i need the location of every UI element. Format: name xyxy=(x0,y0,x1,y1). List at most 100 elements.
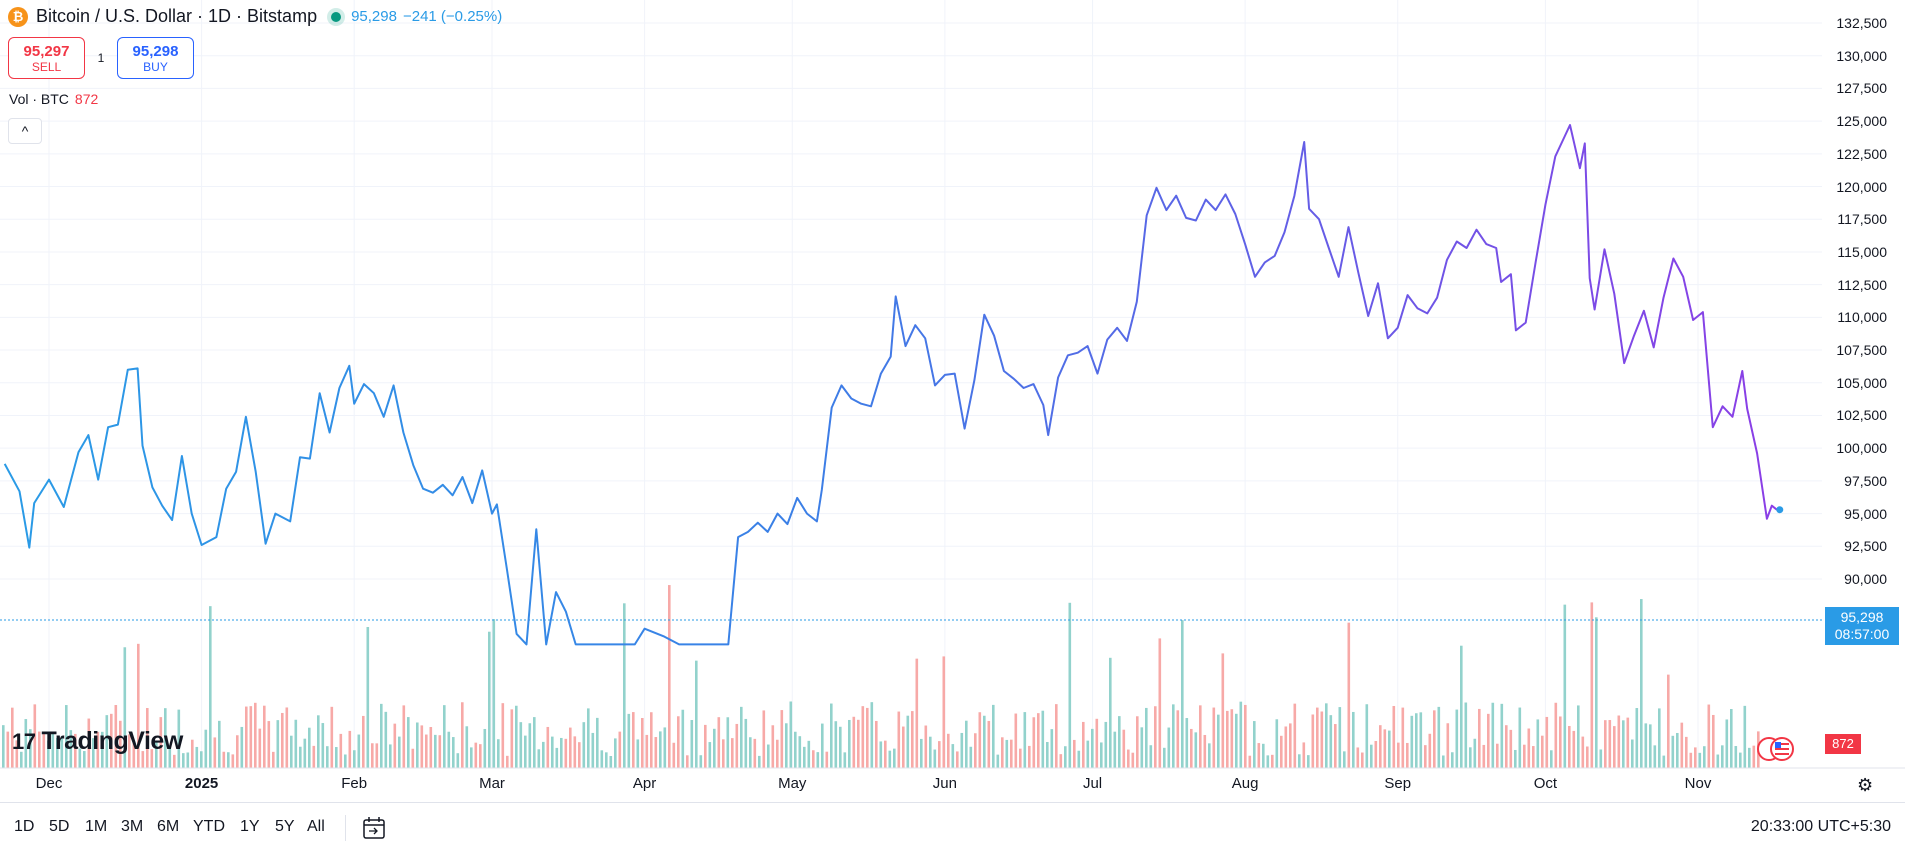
volume-bar xyxy=(1401,707,1405,768)
volume-bar xyxy=(1199,705,1202,768)
collapse-legend-button[interactable]: ^ xyxy=(8,118,42,144)
range-button-1y[interactable]: 1Y xyxy=(240,818,260,835)
volume-legend[interactable]: Vol · BTC 872 xyxy=(9,91,98,107)
volume-bar xyxy=(969,746,973,768)
volume-bar xyxy=(123,647,127,768)
volume-bar xyxy=(1271,754,1274,768)
volume-bar xyxy=(1406,742,1409,768)
volume-bar xyxy=(294,719,298,768)
volume-bar xyxy=(812,750,815,768)
volume-bar xyxy=(1131,752,1135,768)
range-button-1m[interactable]: 1M xyxy=(85,818,108,835)
volume-bar xyxy=(114,705,118,768)
volume-bar xyxy=(596,717,599,768)
volume-bar xyxy=(357,734,361,768)
y-tick-label: 105,000 xyxy=(1836,374,1887,391)
volume-bar xyxy=(1730,708,1733,768)
settings-gear-icon[interactable]: ⚙ xyxy=(1857,775,1874,795)
volume-axis-label: 872 xyxy=(1825,734,1861,754)
volume-bar xyxy=(56,737,59,768)
sell-button[interactable]: 95,297 SELL xyxy=(8,37,85,79)
events-icon[interactable] xyxy=(1756,736,1796,762)
volume-bar xyxy=(924,725,928,768)
y-tick-label: 100,000 xyxy=(1836,440,1887,457)
volume-bar xyxy=(1550,750,1553,768)
volume-bar xyxy=(551,736,554,768)
volume-bar xyxy=(762,710,766,768)
volume-bar xyxy=(1496,743,1499,768)
buy-button[interactable]: 95,298 BUY xyxy=(117,37,194,79)
volume-bar xyxy=(1410,715,1414,768)
volume-bar xyxy=(1293,703,1297,768)
volume-bar xyxy=(42,732,46,768)
volume-bar xyxy=(407,717,410,768)
range-button-5y[interactable]: 5Y xyxy=(275,818,295,835)
volume-bar xyxy=(1028,745,1031,768)
volume-bar xyxy=(150,749,154,768)
volume-bar xyxy=(1032,717,1036,768)
volume-bar xyxy=(623,603,626,768)
volume-bar xyxy=(465,726,469,768)
volume-bar xyxy=(339,733,343,768)
volume-bar xyxy=(632,712,635,768)
volume-bar xyxy=(1329,715,1333,768)
volume-bar xyxy=(1685,736,1688,768)
header-change: −241 (−0.25%) xyxy=(402,8,503,25)
volume-bar xyxy=(1361,752,1364,768)
volume-bar xyxy=(74,733,77,768)
tradingview-logo[interactable]: 17 TradingView xyxy=(12,727,183,756)
volume-bar xyxy=(1365,704,1369,768)
range-button-ytd[interactable]: YTD xyxy=(193,818,225,835)
clock-timezone[interactable]: 20:33:00 UTC+5:30 xyxy=(1750,818,1891,835)
volume-bar xyxy=(663,727,667,768)
volume-bar xyxy=(1230,709,1234,768)
volume-bar xyxy=(447,731,451,768)
volume-bar xyxy=(299,746,302,768)
volume-bar xyxy=(1338,707,1342,768)
volume-bar xyxy=(1307,755,1310,768)
range-button-all[interactable]: All xyxy=(307,818,325,835)
volume-bar xyxy=(425,734,428,768)
volume-bar xyxy=(24,719,28,768)
go-to-date-calendar-icon[interactable] xyxy=(362,816,386,846)
range-button-3m[interactable]: 3M xyxy=(121,818,144,835)
volume-bar xyxy=(731,738,734,768)
volume-bar xyxy=(92,738,95,768)
volume-bar xyxy=(1055,704,1058,768)
volume-bar xyxy=(1554,702,1558,768)
volume-bar xyxy=(1370,744,1373,768)
volume-bar xyxy=(236,735,239,768)
volume-bar xyxy=(1748,747,1751,768)
volume-bar xyxy=(1635,708,1639,768)
volume-bar xyxy=(1226,710,1229,768)
volume-bar xyxy=(83,751,86,768)
volume-bar xyxy=(956,751,959,768)
volume-bar xyxy=(1095,718,1099,768)
volume-bar xyxy=(1275,719,1279,768)
symbol-title[interactable]: Bitcoin / U.S. Dollar · 1D · Bitstamp xyxy=(36,6,318,26)
volume-bar xyxy=(258,728,262,768)
volume-bar xyxy=(1473,738,1477,768)
volume-bar xyxy=(1658,708,1661,768)
volume-bar xyxy=(483,728,487,768)
volume-bar xyxy=(659,731,662,768)
volume-bar xyxy=(69,730,73,768)
volume-bar xyxy=(744,718,748,768)
volume-bar xyxy=(1064,746,1067,768)
volume-bar xyxy=(1419,712,1423,768)
volume-bar xyxy=(231,754,235,768)
range-button-1d[interactable]: 1D xyxy=(14,818,35,835)
range-button-6m[interactable]: 6M xyxy=(157,818,180,835)
range-button-5d[interactable]: 5D xyxy=(49,818,70,835)
volume-bar xyxy=(1572,730,1576,768)
volume-bar xyxy=(1280,735,1283,768)
volume-bar xyxy=(920,738,923,768)
chart-grid xyxy=(0,0,1822,768)
volume-bar xyxy=(1239,701,1243,768)
volume-bar xyxy=(1086,740,1090,768)
x-tick-label: Mar xyxy=(479,775,505,792)
volume-bar xyxy=(101,731,104,768)
volume-bar xyxy=(1644,723,1648,768)
price-chart[interactable] xyxy=(0,0,1905,802)
volume-bar xyxy=(1316,707,1319,768)
